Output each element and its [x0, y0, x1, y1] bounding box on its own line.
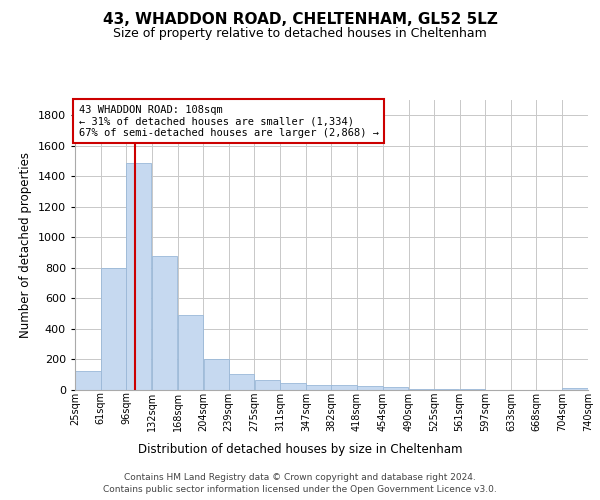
Bar	[229, 374, 254, 390]
Text: Contains public sector information licensed under the Open Government Licence v3: Contains public sector information licen…	[103, 485, 497, 494]
Text: Size of property relative to detached houses in Cheltenham: Size of property relative to detached ho…	[113, 28, 487, 40]
Bar	[254, 380, 280, 390]
Text: Contains HM Land Registry data © Crown copyright and database right 2024.: Contains HM Land Registry data © Crown c…	[124, 472, 476, 482]
Bar	[101, 268, 127, 390]
Bar	[126, 162, 151, 390]
Bar	[152, 256, 178, 390]
Text: Distribution of detached houses by size in Cheltenham: Distribution of detached houses by size …	[138, 442, 462, 456]
Text: 43, WHADDON ROAD, CHELTENHAM, GL52 5LZ: 43, WHADDON ROAD, CHELTENHAM, GL52 5LZ	[103, 12, 497, 28]
Bar	[204, 358, 229, 390]
Bar	[562, 388, 588, 390]
Bar	[331, 386, 356, 390]
Bar	[383, 388, 409, 390]
Bar	[434, 389, 459, 390]
Bar	[307, 384, 332, 390]
Bar	[178, 315, 203, 390]
Bar	[75, 371, 101, 390]
Text: 43 WHADDON ROAD: 108sqm
← 31% of detached houses are smaller (1,334)
67% of semi: 43 WHADDON ROAD: 108sqm ← 31% of detache…	[79, 104, 379, 138]
Bar	[357, 386, 383, 390]
Bar	[409, 389, 434, 390]
Bar	[280, 383, 306, 390]
Y-axis label: Number of detached properties: Number of detached properties	[19, 152, 32, 338]
